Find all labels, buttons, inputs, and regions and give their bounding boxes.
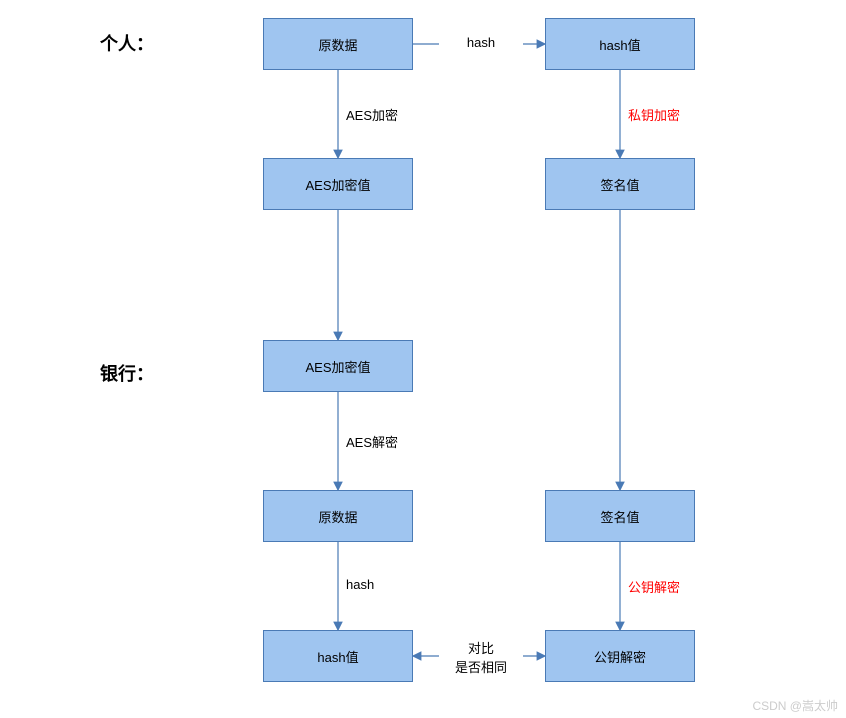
node-aesenc2: AES加密值 [263, 340, 413, 392]
node-sign1: 签名值 [545, 158, 695, 210]
node-hashval1: hash值 [545, 18, 695, 70]
edge-label-aesenc2-raw2: AES解密 [344, 432, 400, 451]
section-label-personal: 个人： [100, 30, 154, 56]
node-hashval2: hash值 [263, 630, 413, 682]
node-aesenc: AES加密值 [263, 158, 413, 210]
edge-layer [0, 0, 846, 718]
node-pubdec: 公钥解密 [545, 630, 695, 682]
edge-label-raw2-hashval2: hash [344, 577, 376, 592]
edge-label-hashval1-sign1: 私钥加密 [626, 105, 682, 124]
edge-label-hashval2-pubdec: 对比是否相同 [439, 638, 523, 676]
node-raw2: 原数据 [263, 490, 413, 542]
section-label-bank: 银行： [100, 360, 154, 386]
node-sign2: 签名值 [545, 490, 695, 542]
edge-label-raw1-aesenc: AES加密 [344, 105, 400, 124]
watermark: CSDN @嵩太帅 [752, 697, 838, 714]
edge-label-sign2-pubdec: 公钥解密 [626, 577, 682, 596]
node-raw1: 原数据 [263, 18, 413, 70]
edge-label-raw1-hashval1: hash [439, 35, 523, 50]
